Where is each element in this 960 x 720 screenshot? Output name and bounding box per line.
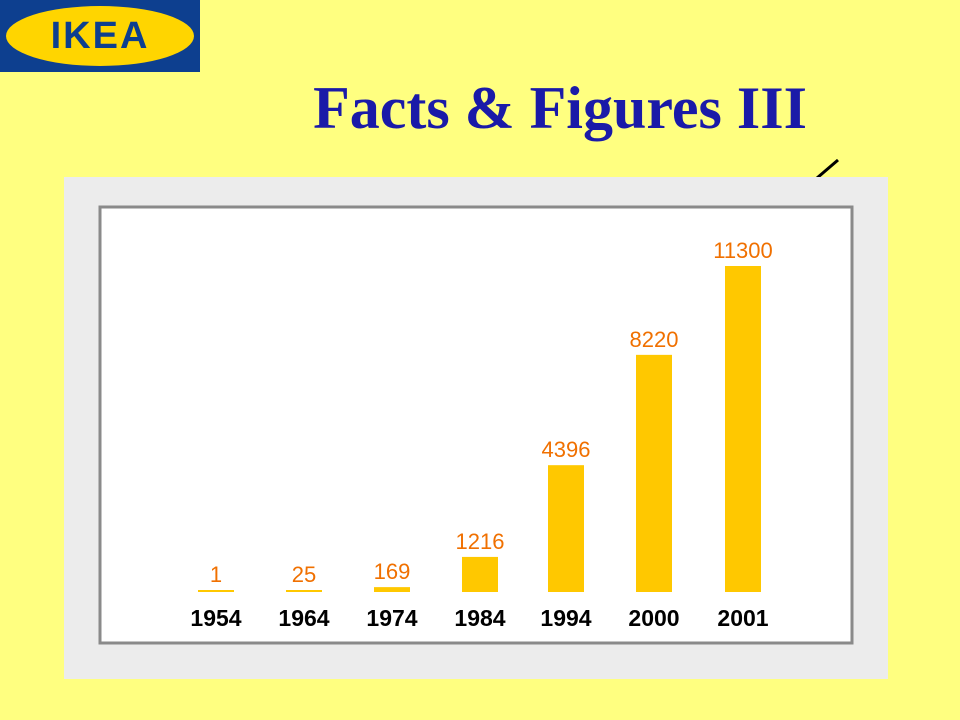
x-tick-1994: 1994: [540, 605, 591, 631]
bar-chart: 1 25 169 1216 4396 8220 11300 1954 1964 1974 1984…: [98, 205, 854, 645]
x-tick-1964: 1964: [278, 605, 329, 631]
data-label-2000: 8220: [630, 327, 679, 352]
page-title: Facts & Figures III: [313, 75, 807, 141]
ikea-logo: IKEA: [0, 0, 200, 72]
data-label-1974: 169: [374, 559, 411, 584]
bar-1984: [462, 556, 498, 592]
x-tick-1984: 1984: [454, 605, 505, 631]
bar-2001: [725, 266, 761, 592]
data-label-2001: 11300: [713, 238, 773, 263]
ticks-layer: 1954 1964 1974 1984 1994 2000 2001: [190, 605, 768, 631]
bar-1954: [198, 590, 234, 592]
logo-text: IKEA: [50, 14, 150, 57]
bar-1994: [548, 465, 584, 592]
x-tick-2000: 2000: [628, 605, 679, 631]
x-tick-1974: 1974: [366, 605, 417, 631]
logo-oval: IKEA: [6, 6, 194, 66]
data-label-1994: 4396: [542, 437, 591, 462]
data-label-1984: 1216: [456, 529, 505, 554]
x-tick-2001: 2001: [717, 605, 768, 631]
bar-2000: [636, 354, 672, 592]
labels-layer: 1 25 169 1216 4396 8220 11300: [210, 238, 773, 587]
data-label-1954: 1: [210, 562, 222, 587]
bar-1974: [374, 587, 410, 592]
bars-layer: [198, 266, 761, 592]
x-tick-1954: 1954: [190, 605, 241, 631]
chart-frame: 1 25 169 1216 4396 8220 11300 1954 1964 1974 1984…: [64, 177, 888, 679]
bar-1964: [286, 590, 322, 592]
data-label-1964: 25: [292, 562, 316, 587]
